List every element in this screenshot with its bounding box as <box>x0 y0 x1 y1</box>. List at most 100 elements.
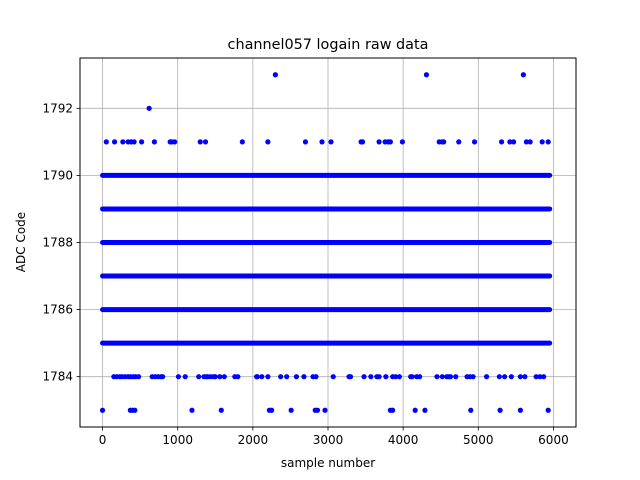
data-point <box>288 407 294 413</box>
data-point <box>202 139 209 145</box>
data-point <box>172 139 178 145</box>
data-point <box>313 374 319 380</box>
data-point <box>239 139 245 145</box>
data-point <box>359 139 366 145</box>
level-1793-points <box>272 72 526 78</box>
data-point <box>139 139 145 145</box>
data-point <box>376 374 382 380</box>
y-tick-label: 1792 <box>42 101 73 115</box>
data-point <box>131 139 137 145</box>
data-point <box>330 374 336 380</box>
y-tick-label: 1784 <box>42 370 73 384</box>
data-point <box>390 407 396 413</box>
data-point <box>160 374 166 380</box>
data-point <box>189 407 195 413</box>
data-point <box>468 407 474 413</box>
x-axis-label: sample number <box>281 456 375 470</box>
level-1784-points <box>111 374 547 380</box>
data-point <box>471 139 478 145</box>
data-point <box>284 374 290 380</box>
data-point <box>376 139 382 145</box>
data-point <box>111 139 118 145</box>
data-point <box>508 374 514 380</box>
data-point <box>347 374 354 380</box>
data-point <box>265 374 271 380</box>
data-point <box>259 374 265 380</box>
data-point <box>254 374 260 380</box>
data-points <box>99 72 553 413</box>
data-point <box>412 407 418 413</box>
data-point <box>132 407 138 413</box>
data-point <box>399 139 405 145</box>
data-point <box>322 407 328 413</box>
data-point <box>120 139 126 145</box>
data-point <box>422 407 428 413</box>
data-point <box>545 407 551 413</box>
data-point <box>217 374 223 380</box>
data-point <box>269 407 275 413</box>
data-point <box>146 105 152 111</box>
data-point <box>221 374 227 380</box>
data-point <box>417 374 423 380</box>
data-point <box>453 374 459 380</box>
x-tick-label: 1000 <box>162 433 193 447</box>
y-tick-label: 1790 <box>42 168 73 182</box>
x-tick-label: 0 <box>99 433 107 447</box>
data-point <box>368 374 374 380</box>
data-point <box>520 72 526 78</box>
data-point <box>441 139 447 145</box>
level-1791-points <box>103 139 551 145</box>
data-point <box>409 374 415 380</box>
data-point <box>496 374 502 380</box>
x-tick-label: 2000 <box>238 433 269 447</box>
data-point <box>541 374 547 380</box>
data-point <box>301 374 307 380</box>
x-tick-label: 6000 <box>538 433 569 447</box>
data-point <box>507 139 513 145</box>
data-point <box>197 139 203 145</box>
chart-title: channel057 logain raw data <box>228 37 429 53</box>
data-point <box>423 72 430 78</box>
data-point <box>319 139 325 145</box>
data-point <box>302 139 309 145</box>
data-point <box>383 374 389 380</box>
data-point <box>212 374 218 380</box>
x-tick-label: 3000 <box>313 433 344 447</box>
axis-ticks: 0 1000 2000 3000 4000 5000 6000 1784 1786 1788 179… <box>42 101 568 447</box>
data-point <box>272 72 278 78</box>
data-point <box>517 407 523 413</box>
y-tick-label: 1786 <box>42 303 73 317</box>
level-1783-points <box>99 407 551 413</box>
data-point <box>396 374 402 380</box>
data-point <box>99 407 106 413</box>
level-1792-points <box>146 105 152 111</box>
data-point <box>218 407 224 413</box>
data-point <box>151 139 157 145</box>
data-point <box>447 374 454 380</box>
data-point <box>483 374 490 380</box>
data-point <box>537 374 543 380</box>
data-point <box>439 374 445 380</box>
data-point <box>265 139 271 145</box>
data-point <box>539 139 545 145</box>
data-point <box>456 139 462 145</box>
data-point <box>235 374 241 380</box>
data-point <box>502 374 508 380</box>
data-point <box>497 407 503 413</box>
data-point <box>136 374 142 380</box>
x-tick-label: 4000 <box>388 433 419 447</box>
data-point <box>361 374 367 380</box>
data-point <box>527 139 533 145</box>
y-tick-label: 1788 <box>42 236 73 250</box>
data-point <box>393 374 399 380</box>
data-point <box>523 139 530 145</box>
y-axis-label: ADC Code <box>14 212 28 272</box>
data-point <box>387 139 393 145</box>
data-point <box>511 139 517 145</box>
data-point <box>517 374 523 380</box>
data-point <box>522 374 528 380</box>
data-point <box>545 139 551 145</box>
data-point <box>293 374 300 380</box>
data-point <box>103 139 109 145</box>
